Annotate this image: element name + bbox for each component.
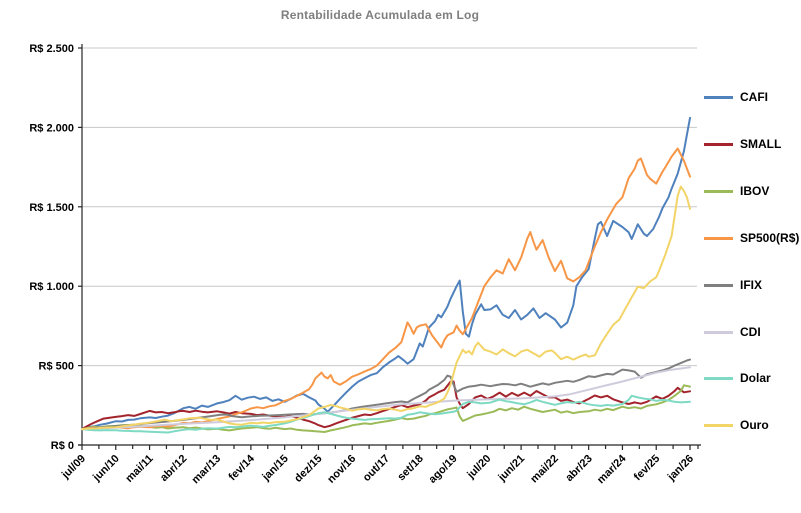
x-axis-label: jan/26 bbox=[665, 453, 696, 484]
x-axis-label: fev/14 bbox=[226, 452, 257, 483]
x-axis-label: mai/11 bbox=[123, 453, 155, 485]
x-axis-label: set/18 bbox=[395, 453, 426, 484]
y-axis-label: R$ 0 bbox=[51, 440, 74, 452]
y-axis-label: R$ 500 bbox=[39, 361, 74, 373]
legend-label: Ouro bbox=[740, 418, 769, 432]
x-axis-label: jun/21 bbox=[496, 453, 528, 485]
chart-title: Rentabilidade Acumulada em Log bbox=[280, 8, 480, 22]
x-axis-label: jul/09 bbox=[59, 453, 88, 482]
legend-label: SP500(R$) bbox=[740, 231, 800, 245]
legend-item-sp500-r-: SP500(R$) bbox=[704, 230, 799, 246]
x-axis-label: jul/20 bbox=[464, 453, 493, 482]
x-axis-label: ago/19 bbox=[427, 453, 460, 486]
legend-line-swatch bbox=[704, 236, 733, 240]
x-axis-label: out/17 bbox=[361, 453, 392, 484]
legend-item-ifix: IFIX bbox=[704, 277, 762, 293]
legend-label: Dolar bbox=[740, 371, 771, 385]
legend-label: CDI bbox=[740, 325, 761, 339]
series-line-cdi bbox=[81, 366, 691, 431]
legend-item-cafi: CAFI bbox=[704, 89, 768, 105]
legend-line-swatch bbox=[704, 189, 733, 193]
legend-line-swatch bbox=[704, 423, 733, 427]
x-axis-label: abr/23 bbox=[563, 453, 594, 484]
legend-label: IFIX bbox=[740, 278, 763, 292]
legend-item-cdi: CDI bbox=[704, 324, 761, 340]
series-line-ifix bbox=[81, 358, 691, 431]
x-axis-label: nov/16 bbox=[325, 453, 358, 486]
legend-line-swatch bbox=[704, 283, 733, 287]
x-axis-label: fev/25 bbox=[632, 453, 663, 484]
x-axis-label: mar/24 bbox=[595, 452, 629, 486]
legend-label: CAFI bbox=[740, 90, 768, 104]
legend-item-small: SMALL bbox=[704, 136, 781, 152]
legend-line-swatch bbox=[704, 142, 733, 146]
legend-label: SMALL bbox=[740, 137, 782, 151]
series-line-ouro bbox=[81, 185, 691, 431]
series-line-cafi bbox=[81, 116, 691, 431]
y-axis-label: R$ 2.500 bbox=[29, 43, 74, 55]
legend-label: IBOV bbox=[740, 184, 770, 198]
legend-item-ouro: Ouro bbox=[704, 417, 769, 433]
y-axis-label: R$ 1.500 bbox=[29, 202, 74, 214]
x-axis-label: jun/10 bbox=[90, 453, 122, 485]
x-axis-label: dez/15 bbox=[292, 453, 324, 485]
y-axis-label: R$ 1.000 bbox=[29, 281, 74, 293]
x-axis-label: mar/13 bbox=[190, 453, 224, 487]
legend-line-swatch bbox=[704, 95, 733, 99]
series-line-dolar bbox=[81, 394, 691, 434]
legend-item-dolar: Dolar bbox=[704, 370, 771, 386]
x-axis-label: mai/22 bbox=[528, 453, 561, 486]
legend-line-swatch bbox=[704, 330, 733, 334]
y-axis-label: R$ 2.000 bbox=[29, 122, 74, 134]
legend-item-ibov: IBOV bbox=[704, 183, 769, 199]
x-axis-label: jan/15 bbox=[260, 453, 291, 484]
x-axis-label: abr/12 bbox=[158, 453, 189, 484]
legend-line-swatch bbox=[704, 376, 733, 380]
